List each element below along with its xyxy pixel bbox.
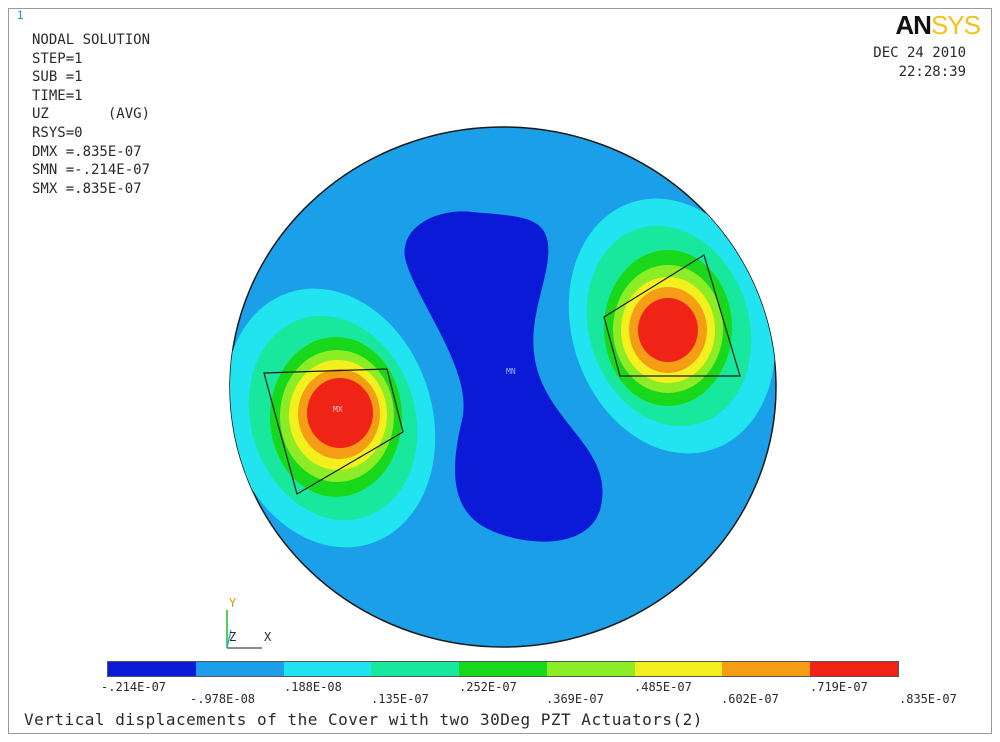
- info-line: SMX =.835E-07: [32, 180, 142, 197]
- legend-tick-label: .719E-07: [810, 680, 868, 694]
- legend-tick-label: .252E-07: [459, 680, 517, 694]
- left-actuator-contours: [230, 288, 436, 548]
- min-marker: MN: [506, 367, 516, 376]
- triad-x-label: X: [264, 630, 272, 644]
- legend-swatch-2: [195, 662, 284, 676]
- plot-caption: Vertical displacements of the Cover with…: [24, 710, 703, 729]
- logo-an: AN: [895, 10, 932, 40]
- left-actuator-outline: [263, 368, 404, 495]
- info-line: DMX =.835E-07: [32, 143, 142, 160]
- legend-swatch-4: [371, 662, 460, 676]
- legend-tick-label: .485E-07: [634, 680, 692, 694]
- legend-tick-label: .188E-08: [284, 680, 342, 694]
- info-line: SMN =-.214E-07: [32, 162, 151, 179]
- logo-sys: SYS: [930, 10, 981, 40]
- legend-swatch-6: [546, 662, 635, 676]
- legend-swatch-7: [634, 662, 723, 676]
- contour-legend: [107, 661, 899, 677]
- max-marker: MX: [333, 405, 343, 414]
- triad-z-label: Z: [229, 630, 237, 644]
- legend-tick-label: -.214E-07: [101, 680, 167, 694]
- legend-tick-label: -.978E-08: [190, 692, 256, 706]
- solution-info-block: NODAL SOLUTION STEP=1 SUB =1 TIME=1 UZ (…: [32, 31, 150, 198]
- legend-tick-label: .835E-07: [899, 692, 957, 706]
- legend-tick-label: .369E-07: [546, 692, 604, 706]
- info-line: NODAL SOLUTION: [32, 32, 151, 48]
- legend-swatch-1: [108, 662, 196, 676]
- legend-swatch-8: [722, 662, 811, 676]
- date-text: DEC 24 2010: [873, 45, 966, 61]
- info-line: TIME=1: [32, 87, 83, 104]
- right-actuator-outline: [603, 254, 741, 377]
- window-number: 1: [17, 8, 24, 22]
- timestamp-block: DEC 24 2010 22:28:39: [873, 44, 966, 82]
- triad-y-label: Y: [229, 596, 237, 610]
- legend-tick-label: .135E-07: [371, 692, 429, 706]
- info-line: STEP=1: [32, 50, 83, 67]
- min-region: [404, 211, 603, 542]
- info-line: RSYS=0: [32, 124, 83, 141]
- time-text: 22:28:39: [898, 64, 966, 80]
- legend-swatch-3: [283, 662, 372, 676]
- legend-swatch-9: [810, 662, 899, 676]
- legend-swatch-5: [459, 662, 547, 676]
- info-line: SUB =1: [32, 69, 83, 86]
- ansys-logo: ANSYS: [895, 10, 981, 41]
- coordinate-triad: [226, 610, 262, 649]
- info-line: UZ (AVG): [32, 106, 151, 123]
- legend-tick-label: .602E-07: [721, 692, 779, 706]
